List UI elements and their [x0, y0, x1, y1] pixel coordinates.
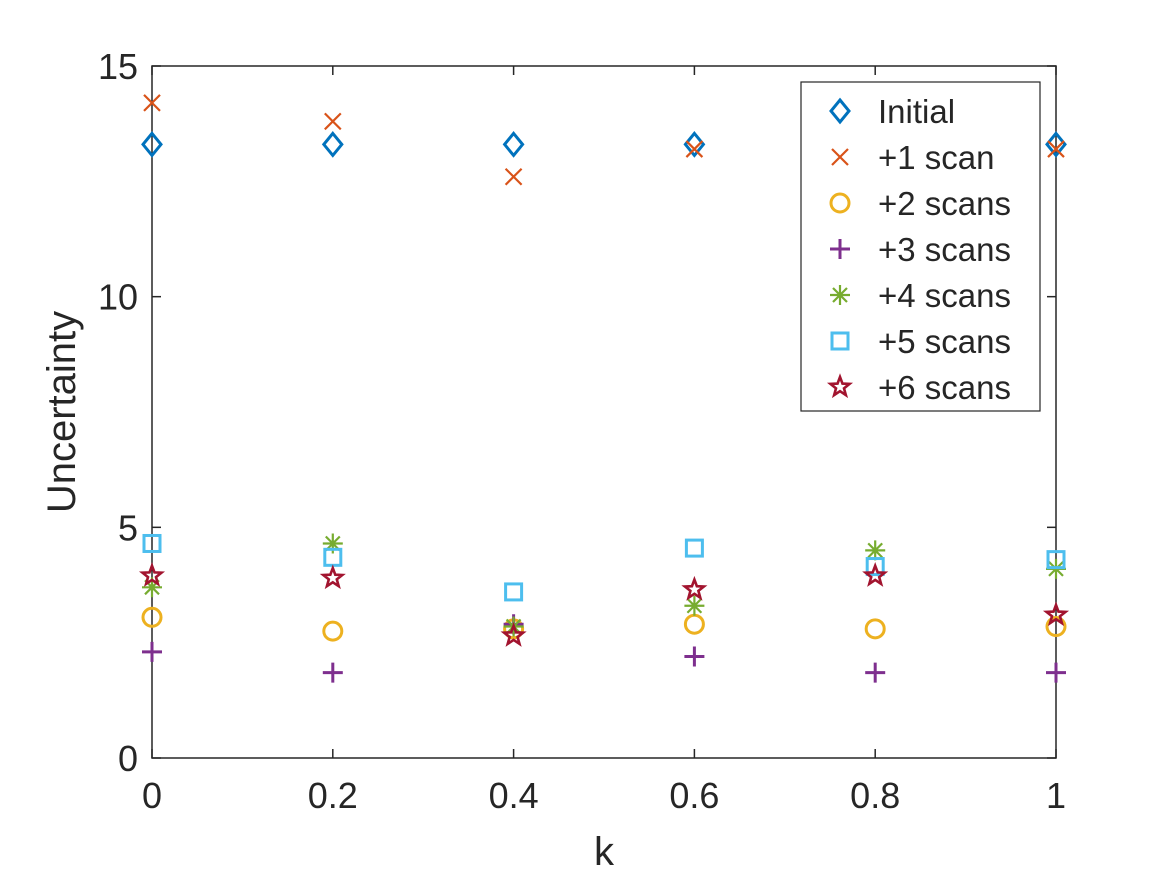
data-point: [322, 620, 344, 642]
series-3-scans: [142, 614, 1066, 683]
legend-entry: +5 scans: [830, 323, 1011, 360]
data-point: [322, 533, 343, 554]
data-point: [864, 618, 886, 640]
data-point: [1047, 140, 1065, 158]
legend: Initial +1 scan +2 scans +3 scans +4 scans +5…: [800, 81, 1041, 412]
legend-label: +3 scans: [878, 231, 1011, 268]
data-point: [504, 582, 524, 602]
data-point: [865, 662, 886, 683]
series-6-scans: [138, 562, 1070, 647]
data-point: [684, 538, 704, 558]
x-tick-label: 0.6: [669, 775, 719, 816]
legend-marker: [826, 373, 854, 399]
data-point: [141, 131, 163, 158]
legend-marker: [830, 239, 850, 259]
legend-label: Initial: [878, 93, 955, 130]
legend-entry: Initial: [829, 93, 955, 130]
legend-label: +1 scan: [878, 139, 995, 176]
data-point: [681, 575, 708, 601]
data-point: [142, 577, 162, 598]
x-tick-label: 0.4: [489, 775, 539, 816]
data-point: [322, 662, 343, 683]
y-tick-label: 15: [98, 46, 138, 87]
data-point: [319, 564, 346, 590]
data-point: [865, 540, 886, 561]
data-point: [142, 641, 162, 662]
data-point: [862, 562, 889, 587]
x-axis-label: k: [594, 830, 615, 874]
data-point: [684, 646, 705, 667]
data-point: [683, 131, 706, 158]
data-point: [1045, 131, 1067, 158]
legend-marker: [831, 148, 849, 166]
legend-marker: [829, 97, 851, 125]
legend-entry: +6 scans: [826, 369, 1011, 406]
data-point: [142, 533, 162, 553]
data-point: [865, 557, 885, 577]
data-point: [1046, 550, 1066, 570]
data-point: [324, 112, 342, 131]
x-tick-label: 0.2: [308, 775, 358, 816]
legend-marker: [830, 285, 850, 305]
data-point: [141, 606, 163, 628]
data-point: [504, 167, 523, 186]
y-tick-label: 5: [118, 507, 138, 548]
data-point: [500, 622, 527, 647]
series-2-scans: [141, 606, 1067, 642]
legend-label: +2 scans: [878, 185, 1011, 222]
legend-entry: +3 scans: [830, 231, 1011, 268]
data-point: [321, 131, 344, 158]
legend-entry: +4 scans: [830, 277, 1011, 314]
legend-entry: +1 scan: [831, 139, 995, 176]
y-axis-label: Uncertainty: [40, 311, 84, 513]
x-tick-label: 0: [142, 775, 162, 816]
data-point: [684, 595, 705, 616]
legend-marker: [829, 192, 851, 214]
data-point: [502, 131, 525, 158]
legend-marker: [830, 331, 850, 351]
y-tick-label: 0: [118, 738, 138, 779]
y-tick-label: 10: [98, 277, 138, 318]
data-point: [1045, 616, 1067, 638]
x-tick-label: 0.8: [850, 775, 900, 816]
legend-label: +5 scans: [878, 323, 1011, 360]
legend-label: +4 scans: [878, 277, 1011, 314]
data-point: [138, 562, 166, 587]
data-point: [1042, 601, 1070, 627]
data-marks: [138, 94, 1070, 683]
data-point: [1046, 662, 1066, 683]
data-point: [685, 140, 704, 158]
legend-entry: +2 scans: [829, 185, 1011, 222]
data-point: [143, 94, 161, 112]
legend-label: +6 scans: [878, 369, 1011, 406]
x-tick-label: 1: [1046, 775, 1066, 816]
